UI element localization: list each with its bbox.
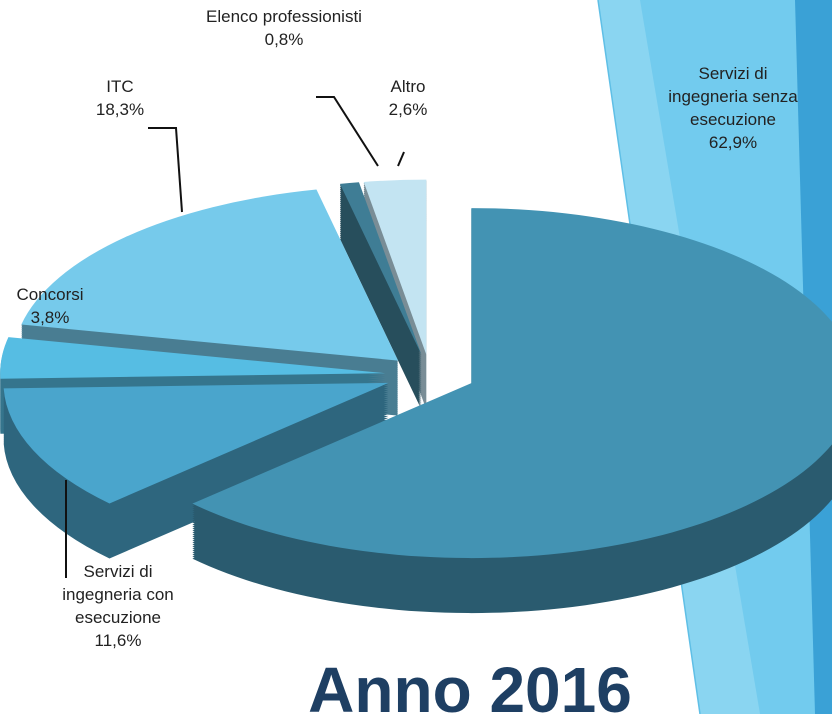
slice	[363, 179, 427, 355]
value-label: 2,6%	[388, 100, 428, 119]
data-label: Servizi di ingegneria senza esecuzione 62…	[658, 62, 808, 154]
category-label: Servizi di ingegneria senza esecuzione	[668, 64, 798, 129]
category-label: Elenco professionisti	[206, 7, 362, 26]
value-label: 3,8%	[30, 308, 70, 327]
data-label: ITC 18,3%	[70, 75, 170, 121]
data-label: Servizi di ingegneria con esecuzione 11,6…	[53, 560, 183, 652]
value-label: 0,8%	[264, 30, 304, 49]
slice	[21, 189, 399, 361]
slice	[192, 208, 832, 559]
pie	[0, 179, 832, 614]
data-label: Concorsi 3,8%	[0, 283, 105, 329]
leader-line	[148, 127, 183, 213]
category-label: Concorsi	[16, 285, 84, 304]
data-label: Altro 2,6%	[363, 75, 453, 121]
slice-side	[339, 183, 422, 410]
value-label: 11,6%	[94, 631, 142, 650]
slice	[339, 182, 422, 355]
value-label: 62,9%	[708, 133, 758, 152]
category-label: ITC	[106, 77, 134, 96]
value-label: 18,3%	[95, 100, 145, 119]
slice	[0, 337, 386, 379]
slice	[3, 382, 389, 504]
category-label: Servizi di ingegneria con esecuzione	[62, 562, 174, 627]
leader-line	[316, 96, 379, 167]
leader-line	[397, 151, 405, 167]
chart-title: Anno 2016	[308, 654, 632, 714]
leader-lines	[65, 96, 405, 578]
data-label: Elenco professionisti 0,8%	[204, 5, 364, 51]
category-label: Altro	[390, 77, 426, 96]
